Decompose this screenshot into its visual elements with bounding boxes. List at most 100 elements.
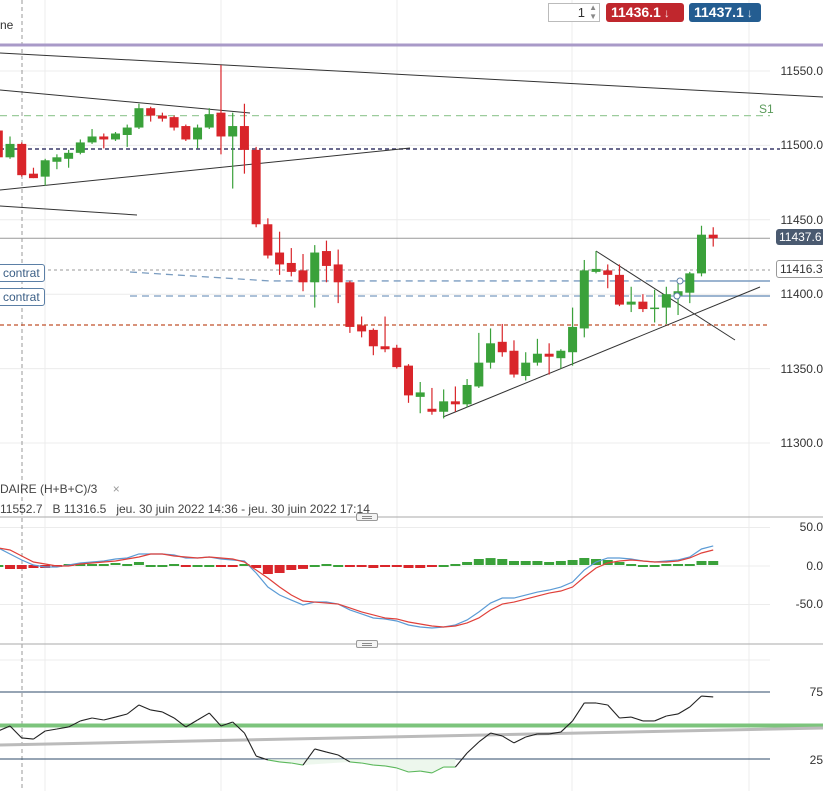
- macd-histogram-bar: [321, 563, 332, 566]
- candle-body: [486, 343, 496, 363]
- macd-histogram-bar: [344, 565, 355, 568]
- candle-body: [450, 401, 460, 405]
- stepper-arrows-icon[interactable]: ▲ ▼: [589, 3, 597, 21]
- candle-body: [638, 301, 648, 310]
- rsi-line-segment: [126, 704, 140, 715]
- order-marker: [673, 292, 681, 300]
- candle-body: [157, 115, 167, 119]
- macd-histogram-bar: [157, 565, 168, 567]
- macd-histogram-bar: [673, 563, 684, 566]
- macd-histogram-bar: [227, 565, 238, 567]
- candle-body: [321, 251, 331, 266]
- candle-body: [5, 143, 15, 158]
- rsi-line-segment: [326, 751, 339, 756]
- macd-histogram-bar: [239, 563, 250, 566]
- rsi-line-segment: [45, 728, 57, 732]
- candle-body: [392, 347, 402, 368]
- macd-histogram-bar: [98, 563, 109, 566]
- rsi-line-segment: [56, 726, 69, 730]
- rsi-line-segment: [478, 732, 491, 743]
- macd-histogram-bar: [145, 565, 156, 567]
- candle-body: [579, 270, 589, 329]
- quantity-stepper[interactable]: 1 ▲ ▼: [548, 3, 600, 22]
- macd-histogram-bar: [438, 565, 449, 567]
- price-tick: 11500.0: [780, 138, 823, 152]
- rsi-line-segment: [619, 716, 632, 719]
- macd-histogram-bar: [298, 565, 309, 569]
- rsi-line-segment: [337, 754, 351, 763]
- candle-body: [263, 224, 273, 256]
- macd-histogram-bar: [204, 565, 215, 567]
- pane-resize-handle[interactable]: [356, 640, 378, 648]
- rsi-line-segment: [138, 704, 151, 711]
- rsi-line-segment: [408, 770, 421, 773]
- rsi-line-segment: [267, 759, 280, 763]
- macd-histogram-bar: [485, 558, 496, 565]
- macd-histogram-bar: [626, 563, 637, 566]
- instrument-name-fragment: ne: [0, 18, 14, 32]
- rsi-line-segment: [9, 725, 23, 739]
- macd-histogram-bar: [555, 560, 566, 565]
- rsi-line-segment: [420, 770, 433, 774]
- macd-histogram-bar: [462, 561, 473, 565]
- sell-button[interactable]: 11436.1 ↓: [606, 3, 684, 22]
- candle-body: [650, 307, 660, 310]
- macd-histogram-bar: [262, 565, 273, 575]
- macd-histogram-bar: [274, 565, 285, 574]
- rsi-line-segment: [454, 752, 468, 768]
- rsi-line-segment: [595, 702, 608, 706]
- candle-body: [380, 346, 390, 350]
- macd-histogram-bar: [579, 557, 590, 565]
- rsi-line-segment: [396, 767, 409, 773]
- candle-body: [474, 362, 484, 387]
- macd-histogram-bar: [637, 565, 648, 567]
- close-indicator-icon[interactable]: ×: [112, 482, 120, 496]
- trendline: [0, 147, 411, 191]
- macd-histogram-bar: [661, 563, 672, 566]
- candle-body: [544, 353, 554, 357]
- trendline: [0, 205, 138, 216]
- rsi-line-segment: [431, 766, 444, 774]
- rsi-line-segment: [185, 719, 198, 728]
- macd-histogram-bar: [473, 558, 484, 565]
- rsi-line-segment: [490, 732, 503, 737]
- level-price-tag: 11416.3: [776, 260, 823, 278]
- candle-body: [532, 353, 542, 363]
- macd-histogram-bar: [309, 565, 320, 567]
- rsi-line-segment: [91, 717, 104, 721]
- order-label-upper[interactable]: contrat: [0, 264, 45, 282]
- rsi-line-segment: [80, 717, 93, 722]
- candle-body: [497, 341, 507, 353]
- candle-body: [509, 350, 519, 375]
- s1-label: S1: [759, 102, 774, 116]
- buy-button[interactable]: 11437.1 ↓: [689, 3, 761, 22]
- candle-body: [146, 108, 156, 116]
- macd-histogram-bar: [215, 565, 226, 567]
- macd-tick: 0.0: [806, 559, 823, 573]
- candle-body: [556, 350, 566, 359]
- rsi-line-segment: [666, 713, 679, 717]
- sell-price: 11436.1: [611, 4, 661, 20]
- candle-body: [439, 401, 449, 412]
- trendline: [0, 52, 823, 98]
- pane-resize-handle[interactable]: [356, 513, 378, 521]
- candle-body: [404, 365, 413, 396]
- rsi-line-segment: [162, 711, 175, 719]
- candle-body: [462, 384, 472, 405]
- macd-histogram-bar: [356, 565, 367, 568]
- price-tick: 11350.0: [780, 362, 823, 376]
- rsi-line-segment: [103, 716, 116, 721]
- candle-body: [134, 108, 144, 128]
- macd-histogram-bar: [649, 565, 660, 567]
- rsi-line-segment: [243, 732, 257, 757]
- rsi-line-segment: [279, 761, 292, 764]
- order-label-lower[interactable]: contrat: [0, 288, 45, 306]
- indicator-value-segment: jeu. 30 juin 2022 14:36 - jeu. 30 juin 2…: [116, 502, 370, 516]
- candle-body: [75, 142, 85, 153]
- candle-body: [64, 152, 74, 159]
- macd-histogram-bar: [333, 565, 344, 567]
- rsi-line-segment: [255, 755, 269, 761]
- candle-body: [521, 362, 531, 377]
- candle-body: [17, 143, 27, 176]
